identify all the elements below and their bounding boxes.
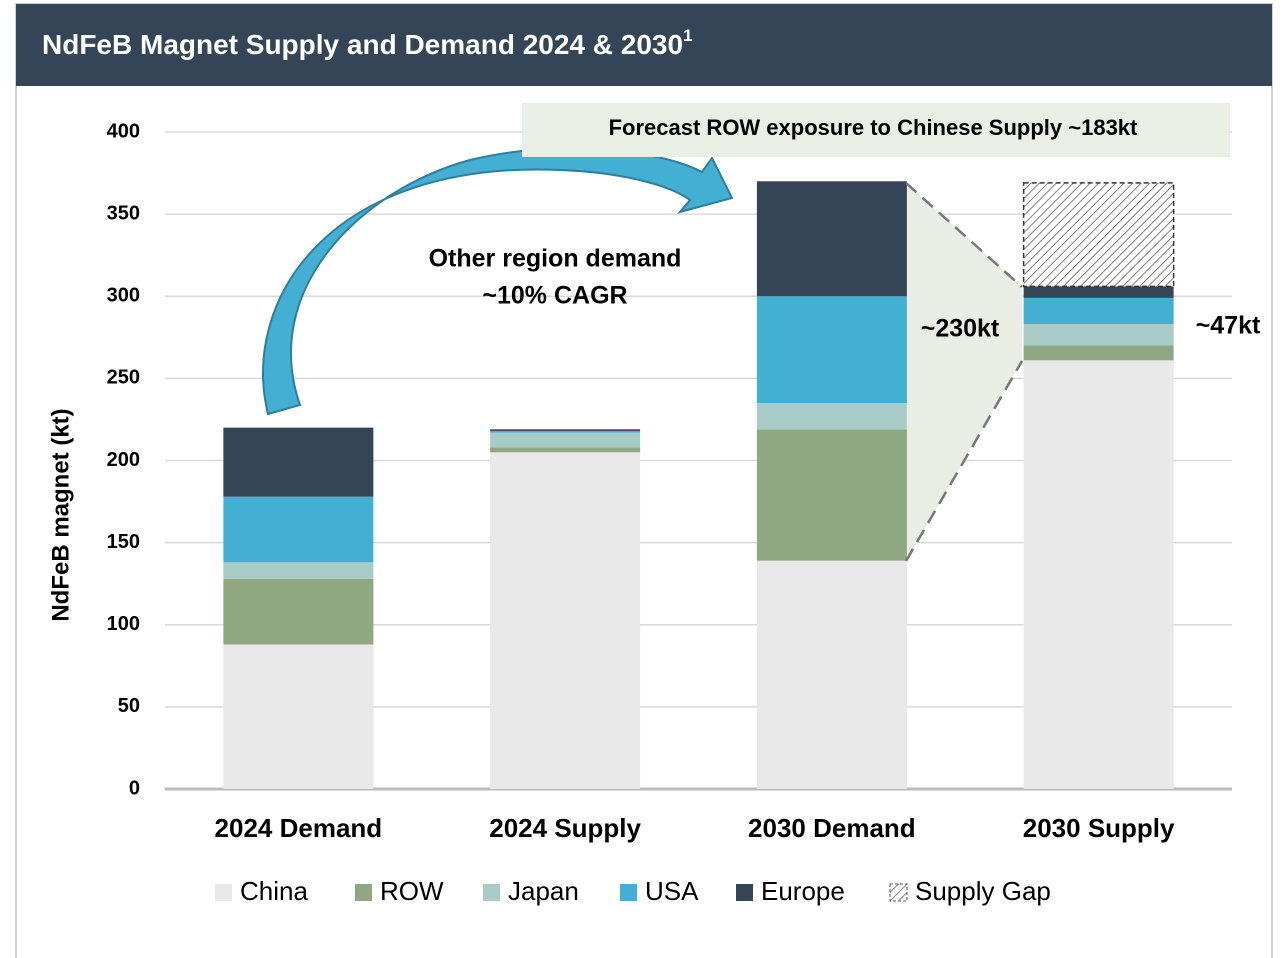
- bar-segment: [490, 430, 641, 433]
- y-tick-label: 100: [107, 613, 140, 635]
- y-tick-label: 200: [107, 449, 140, 471]
- y-tick-label: 50: [118, 695, 140, 717]
- bar-segment: [756, 560, 907, 789]
- legend-swatch: [736, 884, 753, 901]
- bar-segment: [756, 296, 907, 404]
- y-tick-label: 350: [107, 202, 140, 224]
- x-tick-label: 2030 Supply: [1023, 813, 1175, 843]
- bar-segment: [223, 562, 374, 579]
- legend-swatch: [215, 884, 232, 901]
- annotation: ~230kt: [921, 315, 1000, 343]
- y-tick-label: 0: [129, 777, 140, 799]
- x-tick-label: 2024 Demand: [215, 813, 383, 843]
- legend-label: ROW: [380, 876, 444, 906]
- bar-segment: [1023, 360, 1174, 789]
- annotation: ~47kt: [1196, 312, 1261, 340]
- bar-segment: [1023, 345, 1174, 361]
- legend-swatch: [355, 884, 372, 901]
- x-tick-label: 2024 Supply: [489, 813, 641, 843]
- y-tick-label: 300: [107, 285, 140, 307]
- annotation: Forecast ROW exposure to Chinese Supply …: [609, 115, 1138, 140]
- chart-title: NdFeB Magnet Supply and Demand 2024 & 20…: [42, 26, 693, 60]
- bar-segment: [756, 181, 907, 297]
- legend-swatch: [889, 883, 908, 902]
- bar-segment: [490, 452, 641, 789]
- annotation: ~10% CAGR: [482, 282, 627, 310]
- bar-segment: [756, 403, 907, 430]
- bar-segment: [223, 427, 374, 497]
- y-tick-label: 400: [107, 120, 140, 142]
- bar-segment: [490, 432, 641, 448]
- bar-segment: [223, 578, 374, 645]
- y-tick-label: 250: [107, 367, 140, 389]
- x-tick-label: 2030 Demand: [748, 813, 916, 843]
- legend-swatch: [483, 884, 500, 901]
- zoom-area: [906, 183, 1022, 561]
- growth-arrow: [262, 147, 734, 416]
- header: [16, 4, 1272, 86]
- annotation-box: [522, 103, 1230, 157]
- bar-segment: [490, 429, 641, 431]
- y-axis-label: NdFeB magnet (kt): [47, 408, 74, 621]
- legend-label: Japan: [508, 876, 579, 906]
- y-tick-label: 150: [107, 531, 140, 553]
- legend-label: Supply Gap: [915, 876, 1051, 906]
- legend-label: USA: [645, 876, 699, 906]
- bar-segment: [1023, 324, 1174, 346]
- bar-segment: [1023, 297, 1174, 325]
- annotation: Other region demand: [429, 245, 682, 273]
- bar-segment: [223, 644, 374, 789]
- legend-swatch: [620, 884, 637, 901]
- bar-segment: [1023, 286, 1174, 298]
- bar-segment: [223, 496, 374, 563]
- legend-label: China: [240, 876, 308, 906]
- legend-label: Europe: [761, 876, 845, 906]
- zoom-line: [904, 360, 1024, 562]
- zoom-line: [905, 182, 1023, 288]
- bar-segment: [756, 429, 907, 561]
- bar-segment: [1022, 182, 1175, 288]
- bar-segment: [490, 447, 641, 453]
